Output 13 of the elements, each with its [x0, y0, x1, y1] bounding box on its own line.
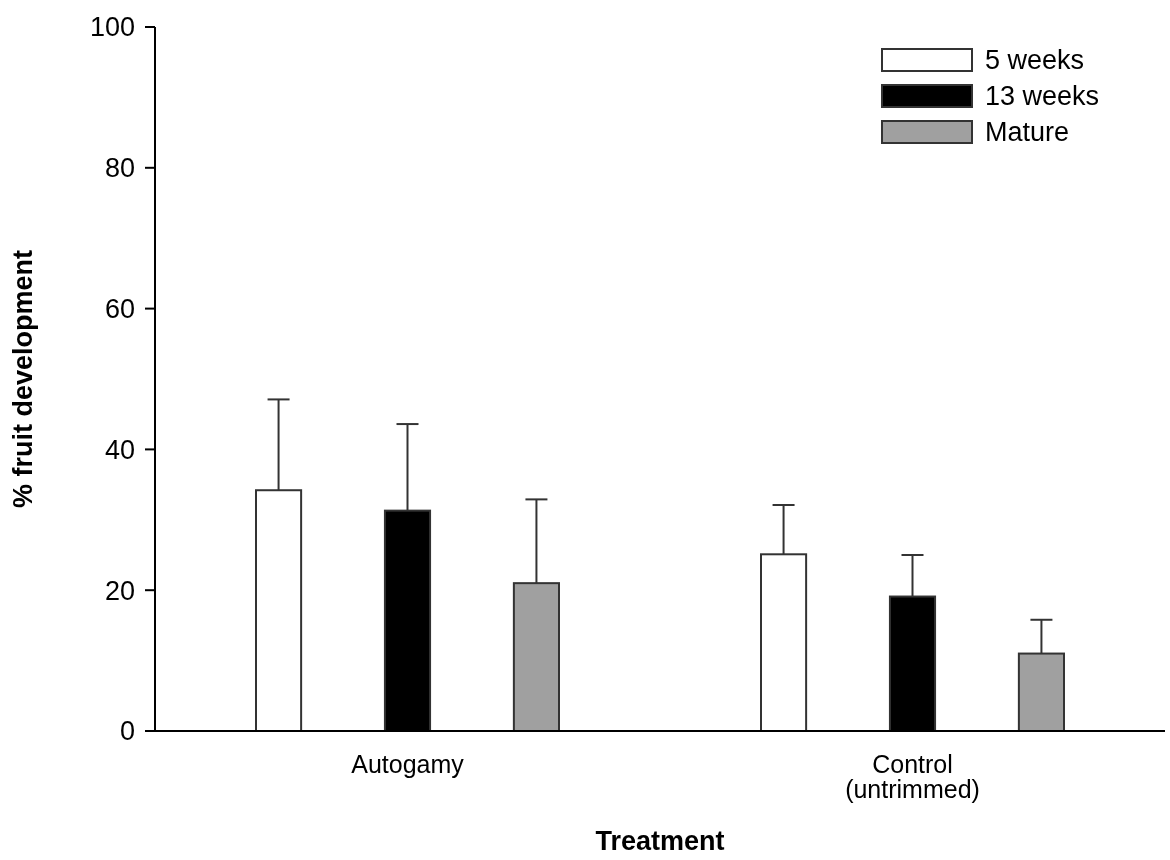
y-tick-label: 20: [104, 575, 135, 606]
y-tick-label: 60: [104, 294, 135, 325]
y-axis-title: % fruit development: [8, 249, 38, 509]
y-tick-label: 100: [89, 12, 135, 43]
x-tick-label: Control (untrimmed): [845, 750, 980, 803]
y-tick-label: 40: [104, 434, 135, 465]
legend-label: 13 weeks: [985, 81, 1100, 112]
y-tick-label: 80: [104, 153, 135, 184]
legend-label: 5 weeks: [985, 45, 1085, 76]
y-tick-label: 0: [119, 716, 135, 747]
legend-label: Mature: [985, 117, 1070, 148]
x-tick-label: Autogamy: [351, 750, 465, 778]
x-axis-title: Treatment: [595, 826, 725, 856]
